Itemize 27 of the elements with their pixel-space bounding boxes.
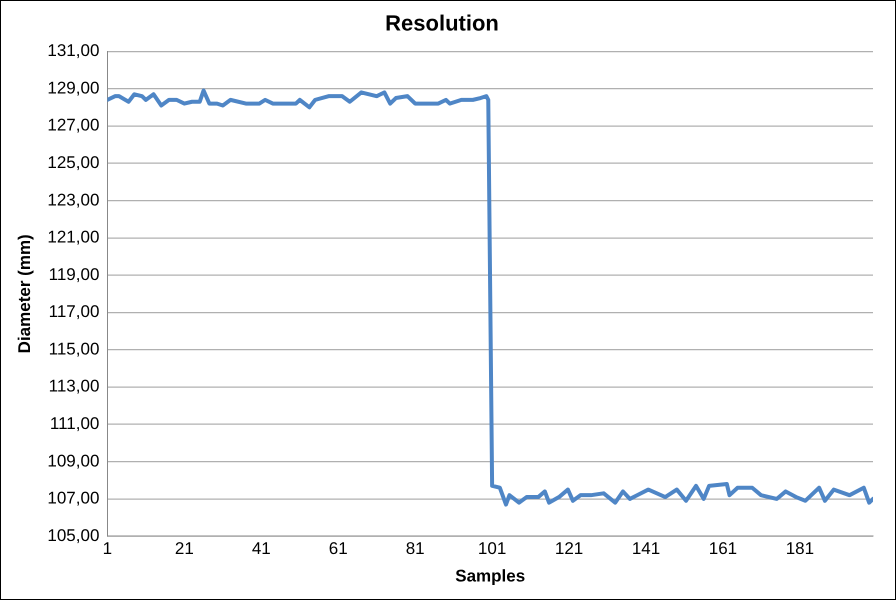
x-tick-label: 81 [406, 539, 425, 558]
x-tick-label: 121 [554, 539, 584, 558]
y-tick-label: 109,00 [47, 451, 100, 470]
x-tick-label: 101 [478, 539, 506, 558]
y-axis-title: Diameter (mm) [14, 234, 34, 354]
x-tick-label: 141 [632, 539, 660, 558]
x-axis-title: Samples [455, 566, 526, 586]
y-tick-label: 107,00 [47, 488, 100, 508]
x-tick-label: 41 [252, 539, 271, 558]
y-tick-label: 117,00 [48, 302, 100, 322]
y-tick-label: 115,00 [48, 339, 100, 358]
x-tick-label: 161 [708, 539, 738, 558]
y-tick-label: 113,00 [48, 376, 100, 396]
y-tick-label: 125,00 [47, 152, 100, 172]
y-tick-label: 119,00 [48, 264, 100, 284]
x-tick-label: 61 [328, 539, 348, 558]
x-tick-label: 21 [174, 539, 194, 558]
y-tick-label: 121,00 [47, 228, 100, 247]
y-tick-label: 129,00 [47, 78, 100, 98]
chart-title: Resolution [385, 10, 499, 36]
y-tick-label: 127,00 [47, 116, 100, 135]
y-tick-label: 111,00 [50, 414, 100, 434]
x-tick-label: 1 [102, 539, 112, 558]
y-tick-label: 131,00 [47, 41, 100, 60]
x-tick-label: 181 [786, 539, 814, 558]
y-tick-label: 105,00 [47, 526, 100, 545]
y-tick-label: 123,00 [47, 190, 100, 210]
